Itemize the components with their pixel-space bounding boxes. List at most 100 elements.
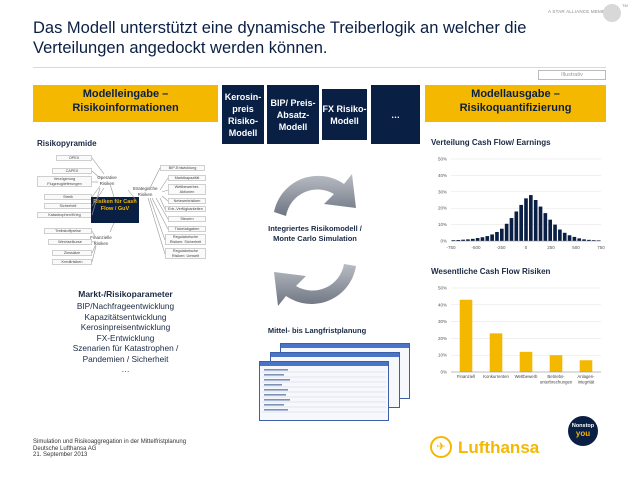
pyramid-item-ticket-fee: Ticketabgaben	[168, 226, 206, 232]
risks-title: Wesentliche Cash Flow Risiken	[431, 267, 551, 276]
param-item: Szenarien für Katastrophen /	[72, 343, 179, 353]
risk-bar	[549, 355, 563, 372]
spreadsheet-front	[259, 361, 389, 421]
pyramid-item-capex: CAPEX	[52, 168, 92, 174]
hist-bar	[558, 229, 562, 241]
longterm-planning-label: Mittel- bis Langfristplanung	[267, 326, 367, 335]
input-heading-line2: Risikoinformationen	[72, 102, 179, 114]
footer-line1: Simulation und Risikoaggregation in der …	[33, 439, 187, 445]
hist-y-tick: 40%	[438, 173, 447, 178]
hist-x-tick: 250	[547, 245, 555, 250]
risk-category-label: Betriebs-	[547, 374, 565, 379]
hist-bar	[582, 239, 586, 241]
hist-bar	[490, 234, 494, 241]
pyramid-title: Risikopyramide	[37, 139, 97, 148]
input-heading-line1: Modelleingabe –	[82, 88, 169, 100]
hist-bar	[562, 232, 567, 241]
bip-model-box: BIP/ Preis-Absatz-Modell	[267, 85, 319, 144]
hist-bar	[514, 211, 519, 241]
hist-y-tick: 50%	[438, 157, 447, 162]
hist-bar	[538, 206, 543, 241]
pyramid-item-credit: Kreditrisiken	[52, 259, 92, 265]
category-strategic: Strategische Risiken	[132, 186, 158, 197]
pyramid-item-delay: Verzögerung Flugzeuglieferungen	[37, 176, 92, 187]
risk-y-tick: 30%	[438, 319, 447, 324]
risk-category-label: integrität	[578, 380, 595, 385]
star-alliance-label: A STAR ALLIANCE MEMBER	[548, 9, 612, 14]
pyramid-center: Risiken für Cash Flow / GuV	[91, 197, 139, 223]
footer-line2: Deutsche Lufthansa AG	[33, 445, 97, 452]
params-list: BIP/Nachfrageentwicklung Kapazitätsentwi…	[33, 301, 218, 375]
risk-y-tick: 0%	[440, 370, 447, 375]
footer: Simulation und Risikoaggregation in der …	[33, 439, 186, 459]
hist-bar	[504, 223, 509, 241]
hist-bar	[480, 237, 485, 241]
pyramid-item-fx: Wechselkurse	[48, 239, 92, 245]
hist-bar	[572, 236, 577, 241]
pyramid-item-reg-security: Regulatorische Risiken: Sicherheit	[165, 234, 206, 245]
hist-bar	[509, 218, 514, 241]
risk-category-label: Finanziell	[457, 374, 475, 379]
hist-y-tick: 30%	[438, 189, 447, 194]
hist-bar	[466, 239, 470, 241]
hist-bar	[519, 204, 523, 241]
risk-category-label: unterbrechungen	[540, 380, 573, 385]
hist-y-tick: 20%	[438, 206, 447, 211]
pyramid-item-interest: Zinssätze	[52, 250, 92, 256]
param-item: Pandemien / Sicherheit	[82, 353, 169, 364]
cycle-arrow-bottom	[274, 264, 356, 306]
hist-bar	[591, 240, 596, 241]
risk-category-label: Konkurrenten	[483, 374, 509, 379]
pyramid-item-reg-environment: Regulatorische Risiken: Umwelt	[165, 248, 206, 259]
hist-bar	[587, 239, 591, 241]
pyramid-item-fuel: Treibstoffpreise	[44, 228, 92, 234]
hist-bar	[499, 228, 504, 241]
hist-bar	[529, 195, 533, 241]
pyramid-item-availability: Ertr.-Verfügbarkeiten	[165, 206, 206, 212]
risk-category-label: Anlagen-	[577, 374, 595, 379]
distribution-chart: 0% 10% 20% 30% 40% 50% -750 -500 -250 0 250 500 750	[438, 157, 605, 251]
star-alliance-logo-icon: TM	[603, 3, 628, 22]
hist-bar	[470, 238, 475, 241]
pyramid-item-market-capacity: Marktkapazität	[168, 175, 206, 181]
output-heading: Modellausgabe – Risikoquantifizierung	[425, 85, 606, 122]
params-title: Markt-/Risikoparameter	[78, 289, 173, 299]
title-divider	[33, 67, 606, 68]
risk-y-tick: 20%	[438, 336, 447, 341]
param-item: …	[121, 364, 130, 374]
hist-bar	[548, 219, 553, 241]
trademark: TM	[622, 3, 628, 8]
more-models-box: …	[371, 85, 420, 144]
output-heading-line1: Modellausgabe –	[471, 88, 560, 100]
cycle-arrow-top	[274, 174, 356, 216]
param-item: BIP/Nachfrageentwicklung	[76, 301, 175, 311]
lufthansa-wordmark: Lufthansa	[458, 438, 540, 457]
hist-x-tick: -750	[446, 245, 456, 250]
integrated-model-line1: Integriertes Risikomodell /	[268, 224, 362, 233]
hist-bar	[553, 224, 557, 241]
cycle-arrows-icon	[274, 174, 356, 306]
hist-y-tick: 10%	[438, 222, 447, 227]
risk-category-label: Wettbewerb	[515, 374, 538, 379]
pyramid-item-tax: Steuern	[168, 216, 206, 222]
category-financial: Finanzielle Risiken	[90, 235, 112, 246]
integrated-model-line2: Monte Carlo Simulation	[273, 234, 357, 243]
hist-bar	[451, 240, 456, 241]
hist-y-tick: 0%	[440, 239, 447, 244]
hist-x-tick: -250	[496, 245, 506, 250]
integrated-model-label: Integriertes Risikomodell / Monte Carlo …	[240, 224, 390, 244]
hist-bar	[495, 231, 499, 241]
page-title: Das Modell unterstützt eine dynamische T…	[33, 19, 527, 57]
hist-bar	[533, 200, 538, 241]
distribution-title: Verteilung Cash Flow/ Earnings	[431, 138, 551, 147]
nonstop-you-logo: Nonstop you	[568, 416, 598, 446]
output-heading-line2: Risikoquantifizierung	[459, 102, 572, 114]
hist-x-tick: 0	[525, 245, 528, 250]
nonstop-text: Nonstop	[571, 423, 595, 429]
risk-bar	[579, 360, 593, 372]
risk-bar	[459, 299, 473, 372]
hist-x-tick: 500	[572, 245, 580, 250]
hist-bar	[485, 236, 490, 241]
hist-bar	[524, 198, 528, 241]
